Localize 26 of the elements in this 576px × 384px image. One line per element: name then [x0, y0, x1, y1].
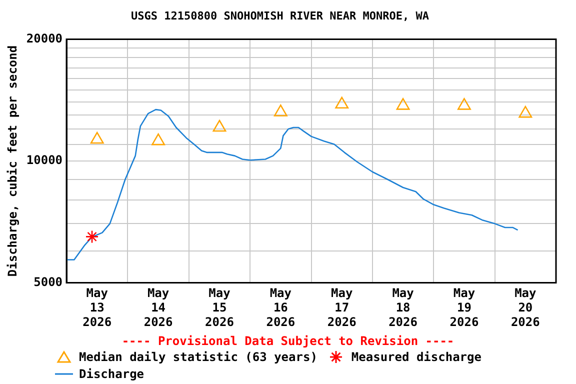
x-tick-label: May 14 2026 [144, 286, 173, 329]
point [396, 98, 410, 110]
y-axis-title: Discharge, cubic feet per second [5, 45, 20, 277]
point [85, 230, 99, 244]
point [90, 132, 104, 144]
text: ---- Provisional Data Subject to Revision ---- [120, 334, 456, 348]
legend-label: Measured discharge [351, 350, 482, 364]
x-tick-label: May 19 2026 [450, 286, 479, 329]
x-tick-label: May 16 2026 [266, 286, 296, 329]
x-tick-label: May 20 2026 [510, 286, 540, 329]
point [458, 98, 471, 110]
legend-label: Discharge [79, 366, 144, 380]
x-tick-label: May 18 2026 [388, 286, 418, 329]
x-tick-label: May 17 2026 [327, 286, 356, 329]
legend-label: Median daily statistic (63 years) [79, 350, 318, 364]
point [335, 96, 349, 109]
chart-title: USGS 12150800 SNOHOMISH RIVER NEAR MONROE, WA [130, 9, 430, 22]
point [274, 104, 288, 116]
point [152, 133, 166, 146]
point [212, 120, 226, 132]
x-tick-label: May 13 2026 [82, 286, 112, 329]
y-tick-label: 5000 [34, 274, 63, 289]
y-tick-label: 20000 [26, 31, 63, 46]
x-tick-label: May 15 2026 [205, 286, 234, 329]
point [518, 106, 532, 118]
y-tick-label: 10000 [26, 153, 63, 168]
